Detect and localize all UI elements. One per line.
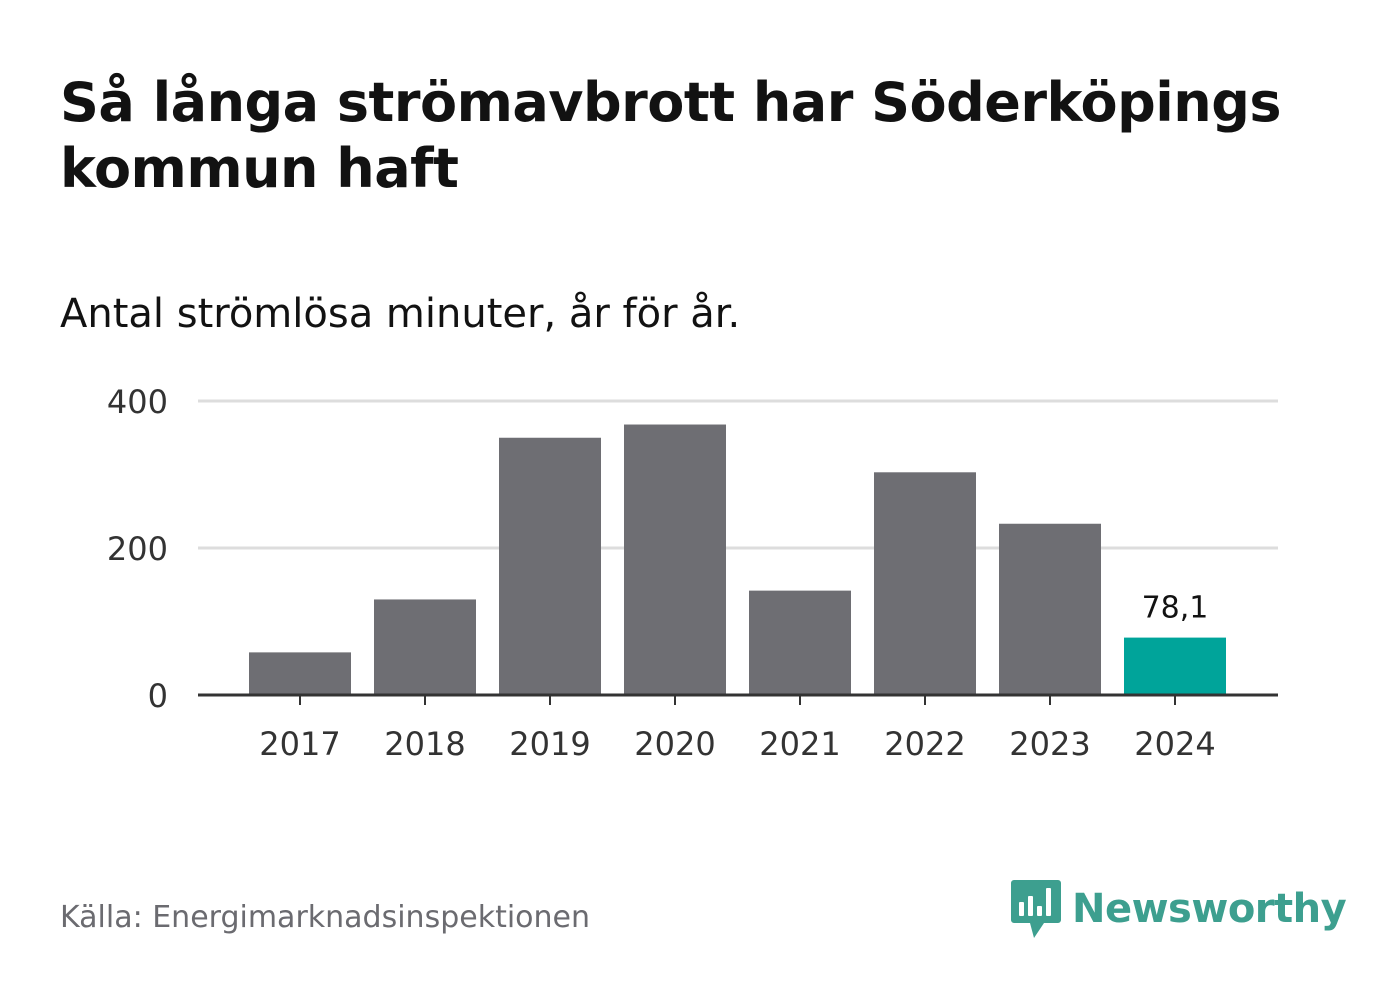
bar-2024	[1124, 637, 1226, 695]
x-tick-label-2020: 2020	[634, 725, 715, 763]
y-tick-label-0: 0	[148, 677, 168, 715]
x-tick-label-2018: 2018	[384, 725, 465, 763]
x-tick-label-2021: 2021	[759, 725, 840, 763]
newsworthy-logo: Newsworthy	[1010, 878, 1347, 940]
bar-chart: 0 200 400 78,1 2017 2018 2019 2020 2021 2022 2023 2…	[107, 383, 1278, 763]
bar-2020	[624, 424, 726, 695]
bar-2019	[499, 437, 601, 695]
x-tick-label-2017: 2017	[259, 725, 340, 763]
x-tick-label-2024: 2024	[1134, 725, 1215, 763]
chart-title: Så långa strömavbrott har Söderköpings k…	[60, 71, 1282, 200]
x-tick-label-2022: 2022	[884, 725, 965, 763]
bar-2018	[374, 599, 476, 695]
chart-subtitle: Antal strömlösa minuter, år för år.	[60, 291, 741, 337]
logo-text: Newsworthy	[1072, 886, 1347, 932]
x-tick-label-2019: 2019	[509, 725, 590, 763]
y-tick-label-400: 400	[107, 383, 168, 421]
x-tick-label-2023: 2023	[1009, 725, 1090, 763]
bar-chart-speech-bubble-icon	[1011, 880, 1061, 938]
y-tick-label-200: 200	[107, 530, 168, 568]
data-label-2024: 78,1	[1142, 591, 1209, 626]
bar-2022	[874, 472, 976, 695]
bar-2023	[999, 523, 1101, 695]
bar-2017	[249, 652, 351, 695]
source-note: Källa: Energimarknadsinspektionen	[60, 900, 591, 935]
bar-2021	[749, 590, 851, 695]
